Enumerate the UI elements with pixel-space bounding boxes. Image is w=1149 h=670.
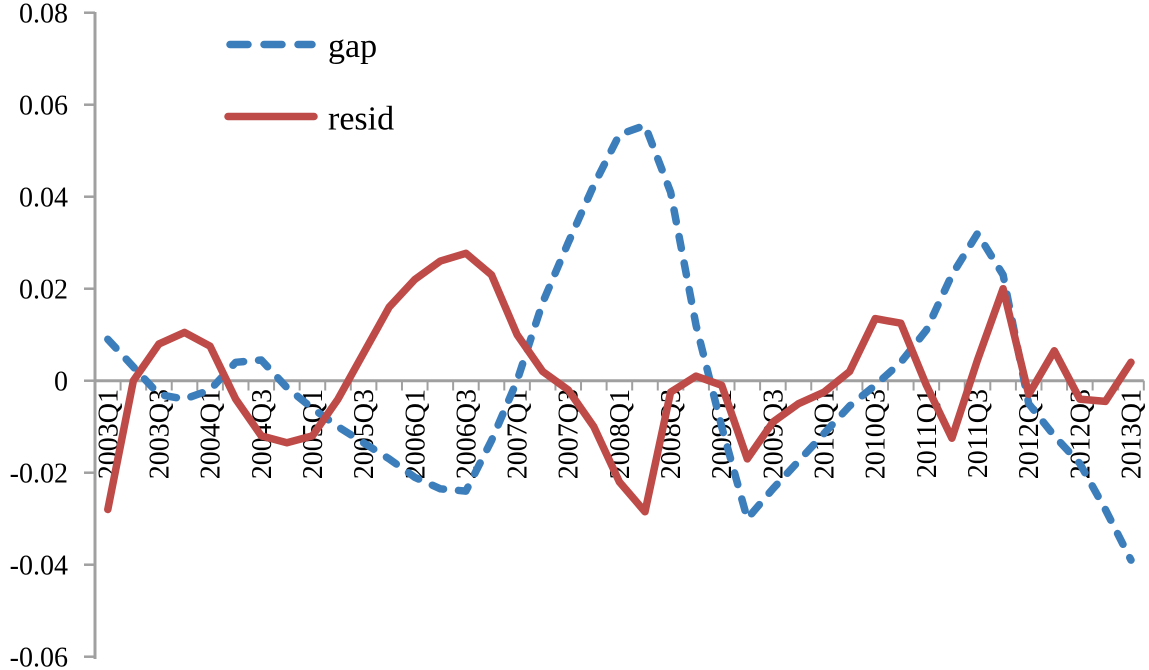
x-axis-tick-label: 2003Q3	[144, 389, 175, 479]
x-axis-tick-label: 2007Q1	[503, 389, 534, 479]
y-axis-tick-label: -0.04	[10, 551, 68, 582]
x-axis-tick-label: 2010Q3	[861, 389, 892, 479]
legend: gap resid	[224, 28, 394, 138]
legend-gap-label: gap	[328, 28, 377, 65]
y-axis-tick-label: 0.04	[19, 183, 68, 214]
x-axis-tick-label: 2004Q1	[196, 389, 227, 479]
series-lines	[104, 121, 1135, 564]
x-axis-tick-label: 2006Q1	[400, 389, 431, 479]
resid-series-line	[104, 249, 1135, 516]
x-axis-tick-label: 2013Q1	[1117, 389, 1148, 479]
legend-resid-label: resid	[328, 101, 394, 138]
gap-series-line	[104, 121, 1135, 564]
y-axis-tick-label: 0	[54, 367, 68, 398]
y-axis-tick-label: 0.08	[19, 0, 68, 30]
y-axis-tick-label: 0.02	[19, 275, 68, 306]
y-axis-tick-label: -0.06	[10, 643, 68, 670]
y-axis-tick-label: 0.06	[19, 91, 68, 122]
x-axis-tick-label: 2011Q3	[963, 389, 994, 478]
y-axis-tick-label: -0.02	[10, 459, 68, 490]
